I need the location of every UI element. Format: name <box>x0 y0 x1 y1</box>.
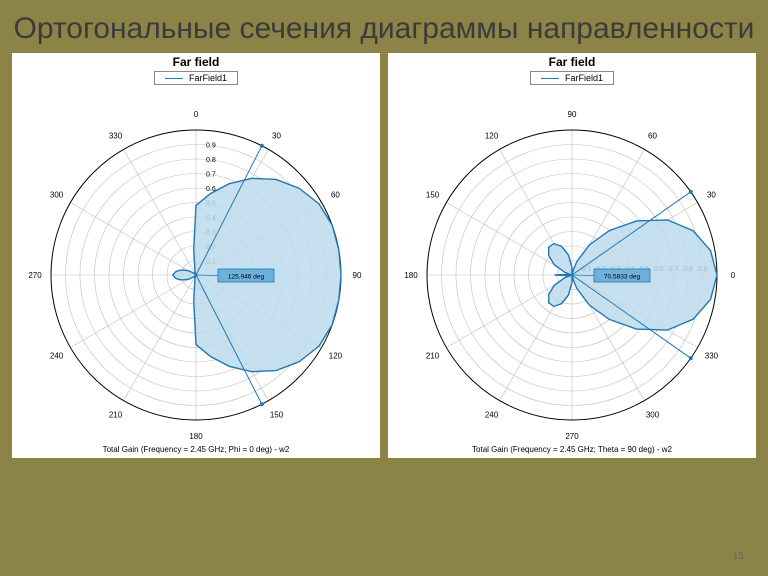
svg-text:150: 150 <box>270 410 284 419</box>
legend: FarField1 <box>154 71 238 85</box>
legend-line-icon <box>541 78 559 79</box>
chart-caption: Total Gain (Frequency = 2.45 GHz; Phi = … <box>103 445 290 454</box>
chart-row: Far field FarField1 0 30 60 90 120 150 180 210 2… <box>0 45 768 458</box>
svg-text:60: 60 <box>331 191 340 200</box>
svg-text:210: 210 <box>426 352 440 361</box>
svg-text:125.946 deg: 125.946 deg <box>228 274 265 281</box>
svg-text:0.8: 0.8 <box>206 157 216 164</box>
svg-text:0.7: 0.7 <box>206 172 216 179</box>
svg-text:270: 270 <box>28 271 42 280</box>
svg-text:210: 210 <box>109 410 123 419</box>
svg-text:300: 300 <box>646 410 660 419</box>
svg-text:30: 30 <box>707 191 716 200</box>
svg-text:150: 150 <box>426 191 440 200</box>
svg-text:330: 330 <box>109 132 123 141</box>
svg-text:330: 330 <box>705 352 719 361</box>
svg-text:120: 120 <box>329 352 343 361</box>
svg-text:240: 240 <box>485 410 499 419</box>
svg-text:300: 300 <box>50 191 64 200</box>
svg-text:0: 0 <box>731 271 736 280</box>
polar-chart: 03060901201501802102402703003300.10.20.3… <box>16 85 376 445</box>
legend: FarField1 <box>530 71 614 85</box>
legend-label: FarField1 <box>189 73 227 83</box>
svg-text:270: 270 <box>565 432 579 441</box>
svg-text:0: 0 <box>194 110 199 119</box>
chart-title: Far field <box>173 55 220 69</box>
svg-text:180: 180 <box>404 271 418 280</box>
svg-text:60: 60 <box>648 132 657 141</box>
legend-line-icon <box>165 78 183 79</box>
chart-left: Far field FarField1 0 30 60 90 120 150 180 210 2… <box>12 53 380 458</box>
chart-right: Far field FarField1 0 30 60 90 120 150 180 210 2… <box>388 53 756 458</box>
slide-title: Ортогональные сечения диаграммы направле… <box>0 0 768 45</box>
svg-text:90: 90 <box>353 271 362 280</box>
svg-text:30: 30 <box>272 132 281 141</box>
legend-label: FarField1 <box>565 73 603 83</box>
svg-text:120: 120 <box>485 132 499 141</box>
polar-chart: 03060901201501802102402703003300.10.20.3… <box>392 85 752 445</box>
slide: Ортогональные сечения диаграммы направле… <box>0 0 768 576</box>
svg-text:180: 180 <box>189 432 203 441</box>
page-number: 15 <box>733 551 744 562</box>
svg-text:70.5833 deg: 70.5833 deg <box>604 274 641 281</box>
chart-caption: Total Gain (Frequency = 2.45 GHz; Theta … <box>472 445 672 454</box>
svg-text:90: 90 <box>568 110 577 119</box>
svg-text:0.9: 0.9 <box>206 143 216 150</box>
svg-text:240: 240 <box>50 352 64 361</box>
chart-title: Far field <box>549 55 596 69</box>
